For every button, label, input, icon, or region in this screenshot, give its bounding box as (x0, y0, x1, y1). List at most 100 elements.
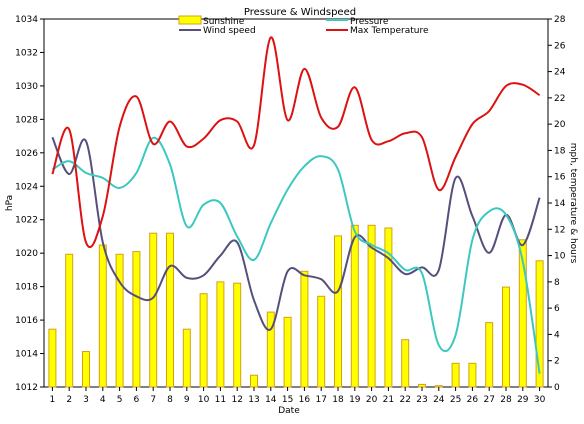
x-tick-label: 22 (399, 395, 410, 405)
right-tick-label: 10 (554, 252, 566, 262)
right-tick-label: 22 (554, 94, 565, 104)
x-tick-label: 4 (100, 395, 106, 405)
x-tick-label: 23 (416, 395, 427, 405)
x-tick-label: 17 (315, 395, 326, 405)
x-tick-label: 29 (517, 395, 529, 405)
left-tick-label: 1020 (15, 249, 38, 259)
x-tick-label: 16 (299, 395, 311, 405)
sunshine-bar (182, 328, 191, 388)
x-tick-label: 11 (215, 395, 226, 405)
sunshine-bar (98, 244, 107, 388)
sunshine-bar (199, 293, 208, 388)
x-tick-label: 8 (167, 395, 173, 405)
left-tick-label: 1032 (15, 48, 38, 58)
sunshine-bar (418, 383, 426, 388)
right-tick-label: 26 (554, 41, 566, 51)
sunshine-bar (283, 316, 292, 388)
x-tick-label: 6 (134, 395, 140, 405)
left-tick-label: 1014 (15, 350, 38, 360)
sunshine-bar (149, 232, 158, 388)
right-tick-label: 0 (554, 383, 560, 393)
sunshine-bar (48, 328, 57, 388)
sunshine-bar (502, 286, 510, 388)
x-tick-label: 30 (534, 395, 546, 405)
right-tick-label: 24 (554, 68, 566, 78)
x-tick-label: 25 (450, 395, 461, 405)
x-tick-label: 27 (483, 395, 494, 405)
x-axis-ticks: 1 2 3 4 5 6 7 8 9 10 11 12 13 14 15 16 17 18 19 20 21 22 23 24 2… (50, 387, 546, 405)
sunshine-bar (233, 282, 242, 388)
plot-area (43, 18, 549, 388)
x-tick-label: 14 (265, 395, 277, 405)
right-tick-label: 28 (554, 15, 566, 25)
right-tick-label: 14 (554, 199, 566, 209)
left-tick-label: 1012 (15, 383, 38, 393)
legend-label-wind-speed: Wind speed (203, 26, 256, 36)
x-axis-label: Date (278, 406, 300, 416)
sunshine-bar (485, 322, 494, 388)
sunshine-bar (434, 385, 443, 388)
series-line-max-temperature (51, 36, 541, 249)
x-tick-label: 26 (467, 395, 479, 405)
left-tick-label: 1028 (15, 115, 38, 125)
series-line-pressure (51, 136, 541, 374)
left-tick-label: 1034 (15, 15, 38, 25)
sunshine-bar (82, 351, 90, 388)
left-tick-label: 1016 (15, 316, 38, 326)
sunshine-bar (216, 281, 225, 388)
left-tick-label: 1018 (15, 283, 38, 293)
x-tick-label: 7 (150, 395, 156, 405)
sunshine-bar (166, 232, 174, 388)
x-tick-label: 12 (231, 395, 242, 405)
sunshine-bar (334, 235, 342, 388)
right-tick-label: 8 (554, 278, 560, 288)
left-tick-label: 1024 (15, 182, 38, 192)
sunshine-bar (401, 339, 410, 388)
right-tick-label: 2 (554, 357, 560, 367)
sunshine-bar (115, 253, 124, 388)
x-tick-label: 19 (349, 395, 361, 405)
right-tick-label: 20 (554, 120, 566, 130)
x-tick-label: 24 (433, 395, 445, 405)
right-tick-label: 4 (554, 330, 560, 340)
legend-swatch-sunshine (178, 15, 202, 25)
x-tick-label: 18 (332, 395, 344, 405)
right-tick-label: 12 (554, 225, 565, 235)
legend-label-max-temperature: Max Temperature (350, 26, 429, 36)
x-tick-label: 15 (282, 395, 293, 405)
sunshine-bar (300, 270, 309, 388)
left-tick-label: 1026 (15, 149, 38, 159)
sunshine-bar (468, 362, 477, 388)
sunshine-bar (350, 224, 359, 388)
x-tick-label: 20 (366, 395, 378, 405)
x-tick-label: 9 (184, 395, 190, 405)
x-tick-label: 3 (83, 395, 89, 405)
x-tick-label: 1 (50, 395, 56, 405)
right-tick-label: 6 (554, 304, 560, 314)
x-tick-label: 13 (248, 395, 259, 405)
left-tick-label: 1022 (15, 216, 38, 226)
x-tick-label: 28 (500, 395, 512, 405)
left-axis-ticks: 1012 1014 1016 1018 1020 1022 1024 1026 1028 1030… (15, 15, 44, 393)
x-tick-label: 21 (383, 395, 394, 405)
sunshine-bar (65, 253, 74, 388)
legend: Sunshine Wind speed Pressure Max Tempera… (178, 15, 429, 36)
sunshine-bar (317, 295, 326, 388)
right-tick-label: 16 (554, 173, 566, 183)
sunshine-bar (250, 374, 258, 388)
chart-title: Pressure & Windspeed (244, 7, 356, 18)
x-tick-label: 5 (117, 395, 123, 405)
left-axis-label: hPa (5, 195, 15, 211)
left-tick-label: 1030 (15, 82, 38, 92)
series-lines (51, 36, 541, 374)
x-tick-label: 10 (198, 395, 210, 405)
right-tick-label: 18 (554, 146, 566, 156)
legend-label-pressure: Pressure (350, 17, 389, 27)
legend-label-sunshine: Sunshine (203, 17, 245, 27)
sunshine-bar (451, 362, 460, 388)
series-line-wind-speed (51, 136, 541, 331)
x-tick-label: 2 (66, 395, 72, 405)
right-axis-label: mph, temperature & hours (568, 143, 578, 264)
